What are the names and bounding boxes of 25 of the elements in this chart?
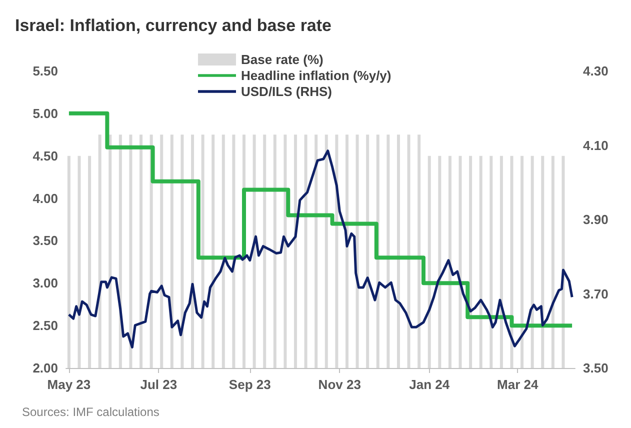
legend-label: USD/ILS (RHS) (241, 84, 332, 99)
legend-label: Headline inflation (%y/y) (241, 68, 392, 83)
chart-title: Israel: Inflation, currency and base rate (15, 16, 332, 35)
y-tick-label: 5.50 (32, 64, 58, 78)
y2-tick-label: 3.70 (583, 286, 608, 302)
source-note: Sources: IMF calculations (22, 405, 160, 419)
line-series (68, 150, 574, 348)
x-tick-label: Sep 23 (228, 377, 271, 392)
y2-tick-label: 3.50 (583, 360, 608, 376)
x-tick-label: Mar 24 (497, 377, 539, 392)
x-tick-label: Jan 24 (409, 377, 450, 392)
y-tick-label: 3.00 (32, 276, 58, 291)
y-tick-label: 2.50 (32, 318, 58, 334)
y-tick-label: 2.00 (32, 360, 58, 376)
y-tick-label: 3.50 (32, 233, 58, 248)
y2-tick-label: 4.30 (583, 64, 608, 78)
x-tick-label: Nov 23 (318, 377, 361, 392)
x-tick-label: Jul 23 (140, 377, 178, 392)
y-tick-label: 5.00 (32, 106, 58, 121)
y2-tick-label: 3.90 (583, 212, 608, 227)
y2-tick-label: 4.10 (583, 138, 608, 153)
y-tick-label: 4.50 (32, 148, 58, 164)
x-tick-label: May 23 (47, 377, 91, 392)
legend-label: Base rate (%) (241, 52, 324, 67)
y-tick-label: 4.00 (32, 190, 58, 206)
